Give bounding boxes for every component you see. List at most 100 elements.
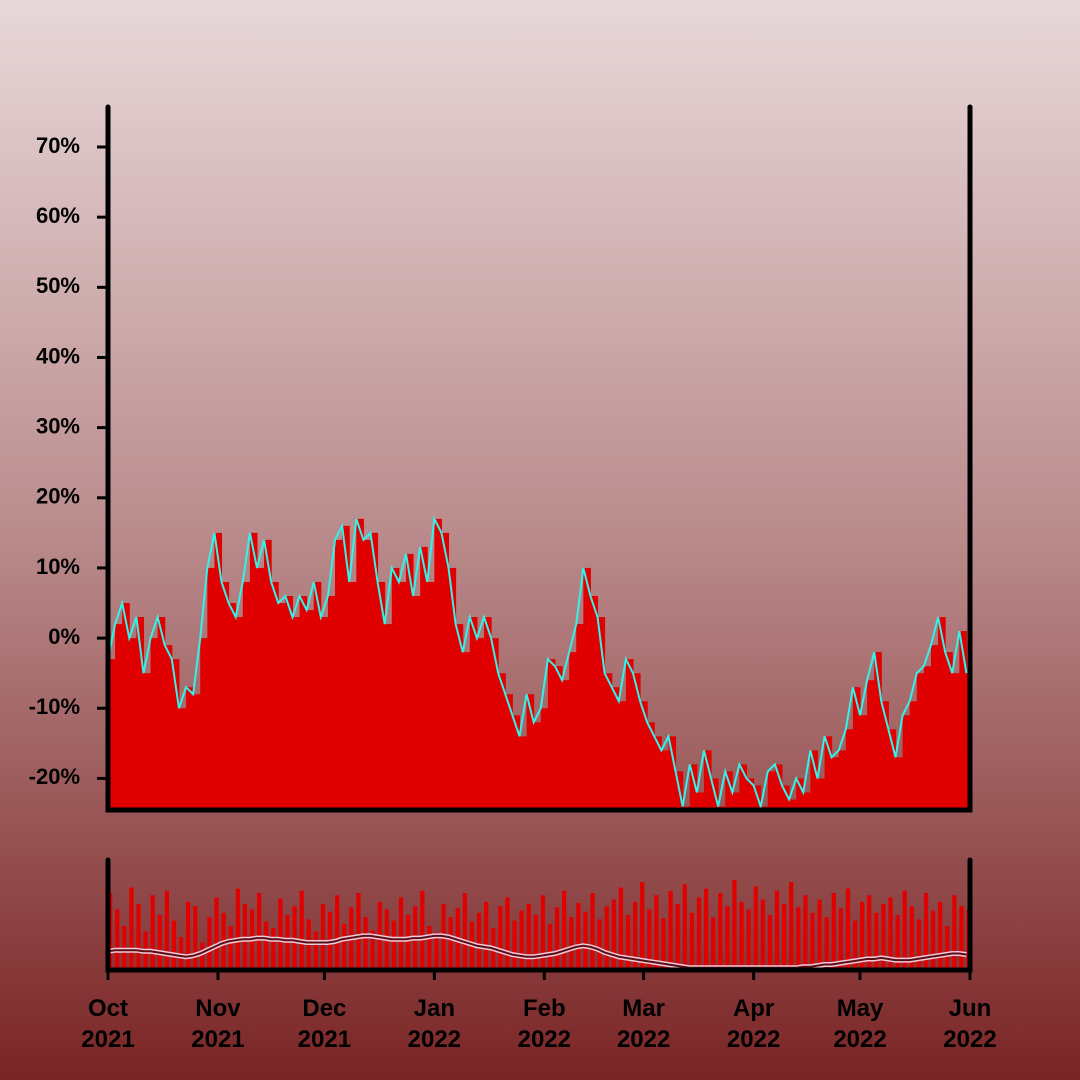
area-segment [299,596,308,810]
volume-bar [895,915,900,970]
volume-bar [200,942,205,970]
volume-bar [718,893,723,970]
y-tick-label: 60% [36,203,80,228]
area-segment [391,567,400,810]
volume-bar [512,920,517,970]
volume-bar [789,882,794,970]
area-segment [434,518,442,810]
volume-bar [938,901,943,970]
volume-bar [519,910,524,970]
volume-bar [618,887,624,970]
area-segment [242,581,251,810]
area-segment [150,638,159,810]
area-segment [526,694,535,810]
area-segment [732,792,740,810]
volume-bar [171,920,177,970]
area-segment [583,567,591,810]
area-segment [838,750,847,810]
area-segment [285,596,293,810]
volume-bar [540,895,546,970]
volume-bar [774,890,780,970]
volume-bar [193,906,198,970]
area-segment [810,750,818,810]
area-segment [320,617,329,810]
volume-bar [689,912,695,970]
volume-bar [405,915,411,970]
area-segment [363,539,372,810]
volume-bar [916,919,922,970]
area-segment [519,736,528,810]
volume-bar [533,915,538,970]
volume-bar [129,887,134,970]
volume-bar [186,901,191,970]
volume-bar [824,917,829,970]
area-segment [505,694,513,810]
volume-bar [760,899,765,970]
area-segment [171,659,180,810]
area-segment [264,539,272,810]
volume-bar [625,915,631,970]
area-segment [767,771,776,810]
volume-bar [668,890,673,970]
volume-bar [462,893,467,970]
volume-bar [554,907,560,970]
volume-bar [881,904,886,970]
volume-bar [590,893,595,970]
area-segment [349,581,357,810]
axis-frame [105,857,973,973]
volume-bar [611,899,616,970]
area-segment [271,581,279,810]
y-tick-label: 40% [36,343,80,368]
volume-bar [576,902,581,970]
area-segment [498,673,506,810]
area-segment [796,778,804,810]
area-segment [562,680,570,810]
volume-bar [831,893,836,970]
area-segment [249,532,258,810]
x-tick-label: Nov 2021 [191,995,245,1053]
area-segment [207,567,215,810]
area-segment [405,553,414,810]
area-segment [448,567,457,810]
area-segment [930,645,939,810]
area-segment [874,652,882,810]
volume-bar [136,904,141,970]
volume-bar [661,918,666,970]
volume-bar [434,932,439,970]
volume-bar [703,888,709,970]
area-segment [427,581,435,810]
volume-bar [420,890,425,970]
volume-bar [398,897,404,970]
volume-bar [952,895,957,970]
area-segment [952,673,960,810]
y-tick-label: 10% [36,554,80,579]
area-segment [136,617,144,810]
volume-bar [675,904,680,970]
volume-bar [157,915,162,970]
area-segment [178,708,187,810]
area-segment [384,624,393,810]
volume-bar [739,901,744,970]
area-segment [193,694,201,810]
area-segment [540,708,549,810]
area-segment [895,757,904,810]
volume-bar [888,897,893,970]
volume-bar [874,912,879,970]
area-segment [725,771,733,810]
volume-bar [214,897,219,970]
area-segment [597,617,606,810]
volume-bar [476,912,482,970]
area-segment [852,687,861,810]
area-segment [824,736,833,810]
volume-bar [526,904,531,970]
area-segment [547,659,556,810]
area-segment [689,764,698,810]
volume-bar [370,930,375,970]
volume-bar [930,910,936,970]
x-tick-label: Mar 2022 [616,995,671,1053]
area-segment [335,539,343,810]
volume-bar [448,917,453,970]
volume-bar [256,893,262,970]
